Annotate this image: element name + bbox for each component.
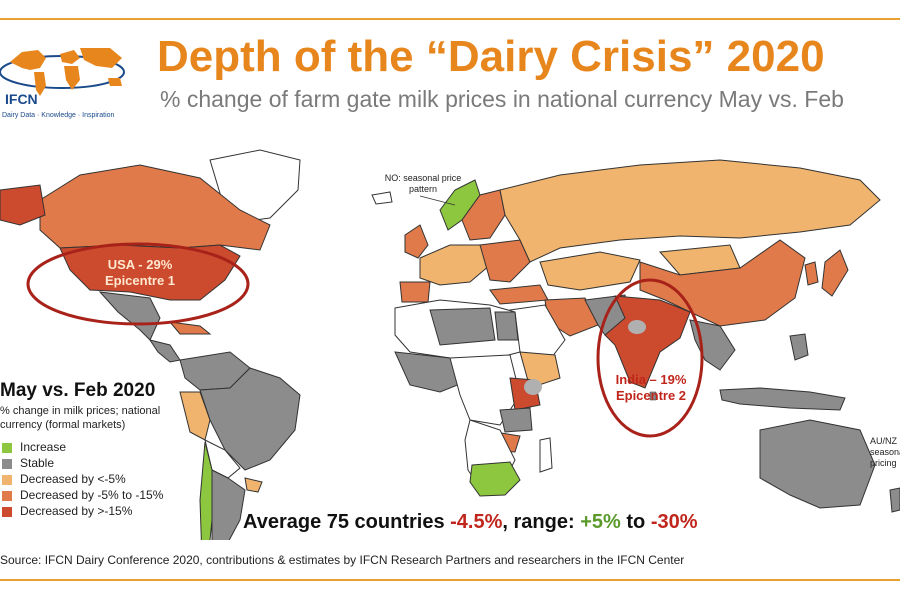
australia-note: AU/NZ seasonal pricing xyxy=(870,436,900,468)
kenya-marker xyxy=(524,379,542,395)
india xyxy=(604,295,691,389)
central-africa xyxy=(449,354,521,426)
legend-label: Increase xyxy=(20,440,67,454)
philippines xyxy=(789,333,809,361)
australia xyxy=(759,419,876,509)
southeast-asia xyxy=(689,319,736,371)
range-to: to xyxy=(626,511,646,533)
central-america xyxy=(148,339,181,363)
india-epicentre-value: India – 19% xyxy=(615,372,687,387)
norway-note: NO: seasonal price pattern xyxy=(384,173,462,194)
legend-label: Decreased by <-5% xyxy=(20,472,126,486)
range-high: -30% xyxy=(650,511,698,533)
legend-swatch xyxy=(2,507,12,517)
madagascar xyxy=(539,437,553,473)
range-colon: : xyxy=(567,511,575,533)
logo-name: IFCN xyxy=(5,91,38,107)
page-title: Depth of the “Dairy Crisis” 2020 xyxy=(157,32,825,81)
legend-swatch xyxy=(2,443,12,453)
bottom-rule xyxy=(0,579,900,581)
legend-swatch xyxy=(2,475,12,485)
iceland xyxy=(371,191,393,205)
japan xyxy=(821,249,849,297)
ethiopia xyxy=(519,351,561,389)
legend-label: Stable xyxy=(20,456,55,470)
western-europe xyxy=(419,244,491,286)
average-value: -4.5% xyxy=(450,511,503,533)
india-epicentre-ring xyxy=(596,278,704,438)
sri-lanka xyxy=(649,391,657,401)
india-epicentre-sub: Epicentre 2 xyxy=(615,388,687,403)
usa-epicentre-label: USA - 29% Epicentre 1 xyxy=(70,257,210,289)
peru xyxy=(179,391,211,441)
alaska xyxy=(0,184,46,226)
egypt xyxy=(494,311,519,341)
uk-ireland xyxy=(404,224,429,259)
korea xyxy=(804,261,819,286)
brazil xyxy=(199,367,301,471)
china xyxy=(639,239,806,327)
legend-subtitle: % change in milk prices; national curren… xyxy=(0,405,161,431)
range-low: +5% xyxy=(580,511,621,533)
range-word: , range xyxy=(502,511,568,533)
india-epicentre-label: India – 19% Epicentre 2 xyxy=(596,372,706,404)
legend-swatch xyxy=(2,491,12,501)
average-summary: Average 75 countries -4.5%, range: +5% t… xyxy=(243,511,698,534)
iberia xyxy=(399,281,431,303)
turkey xyxy=(489,284,549,305)
argentina xyxy=(211,469,246,540)
new-zealand xyxy=(889,487,900,513)
caribbean xyxy=(168,321,212,335)
usa-epicentre-ring xyxy=(26,242,250,326)
ifcn-logo: IFCN Dairy Data · Knowledge · Inspiratio… xyxy=(0,40,135,125)
legend-label: Decreased by >-15% xyxy=(20,504,133,518)
tanzania xyxy=(499,407,533,433)
uruguay xyxy=(244,477,263,493)
page-subtitle: % change of farm gate milk prices in nat… xyxy=(160,86,844,112)
legend-label: Decreased by -5% to -15% xyxy=(20,488,164,502)
russia xyxy=(499,159,881,263)
south-africa xyxy=(469,461,521,497)
average-prefix: Average 75 countries xyxy=(243,511,445,533)
usa-epicentre-sub: Epicentre 1 xyxy=(104,273,176,288)
indonesia xyxy=(719,387,846,411)
logo-tagline: Dairy Data · Knowledge · Inspiration xyxy=(2,112,115,119)
eastern-europe xyxy=(479,239,531,283)
world-map xyxy=(0,149,900,540)
legend-swatch xyxy=(2,459,12,469)
usa-epicentre-value: USA - 29% xyxy=(107,257,173,272)
legend-title: May vs. Feb 2020 xyxy=(0,380,156,401)
kazakhstan xyxy=(539,251,641,291)
source-note: Source: IFCN Dairy Conference 2020, cont… xyxy=(0,553,685,567)
mexico xyxy=(98,291,161,341)
india-marker xyxy=(628,320,646,334)
algeria-libya xyxy=(429,307,496,346)
top-rule xyxy=(0,18,900,20)
norway-note-pointer xyxy=(419,195,456,206)
usa xyxy=(59,244,241,301)
globe-logo-icon xyxy=(0,48,125,96)
